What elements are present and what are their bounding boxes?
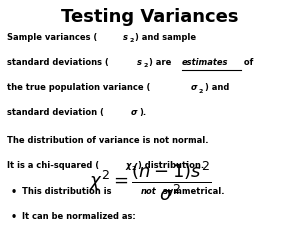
Text: ) are: ) are <box>149 58 175 67</box>
Text: ) and sample: ) and sample <box>135 33 196 42</box>
Text: ).: ). <box>140 108 147 117</box>
Text: 2: 2 <box>199 89 203 94</box>
Text: of: of <box>241 58 254 67</box>
Text: ) and: ) and <box>205 83 229 92</box>
Text: standard deviations (: standard deviations ( <box>7 58 109 67</box>
Text: $\chi^{2}=\dfrac{(n-1)s^{2}}{\sigma^{2}}$: $\chi^{2}=\dfrac{(n-1)s^{2}}{\sigma^{2}}… <box>89 159 211 203</box>
Text: not: not <box>140 187 156 196</box>
Text: the true population variance (: the true population variance ( <box>7 83 151 92</box>
Text: χ: χ <box>125 161 130 170</box>
Text: s: s <box>123 33 128 42</box>
Text: It is a chi-squared (: It is a chi-squared ( <box>7 161 100 170</box>
Text: Sample variances (: Sample variances ( <box>7 33 98 42</box>
Text: 2: 2 <box>144 63 148 68</box>
Text: ) distribution.: ) distribution. <box>138 161 204 170</box>
Text: •: • <box>10 187 16 197</box>
Text: The distribution of variance is not normal.: The distribution of variance is not norm… <box>7 136 209 145</box>
Text: Testing Variances: Testing Variances <box>61 8 239 26</box>
Text: •: • <box>10 212 16 222</box>
Text: σ: σ <box>131 108 138 117</box>
Text: σ: σ <box>190 83 197 92</box>
Text: symmetrical.: symmetrical. <box>160 187 225 196</box>
Text: estimates: estimates <box>182 58 228 67</box>
Text: This distribution is: This distribution is <box>22 187 115 196</box>
Text: 2: 2 <box>132 166 136 171</box>
Text: s: s <box>137 58 142 67</box>
Text: 2: 2 <box>129 38 134 43</box>
Text: standard deviation (: standard deviation ( <box>7 108 104 117</box>
Text: It can be normalized as:: It can be normalized as: <box>22 212 136 221</box>
